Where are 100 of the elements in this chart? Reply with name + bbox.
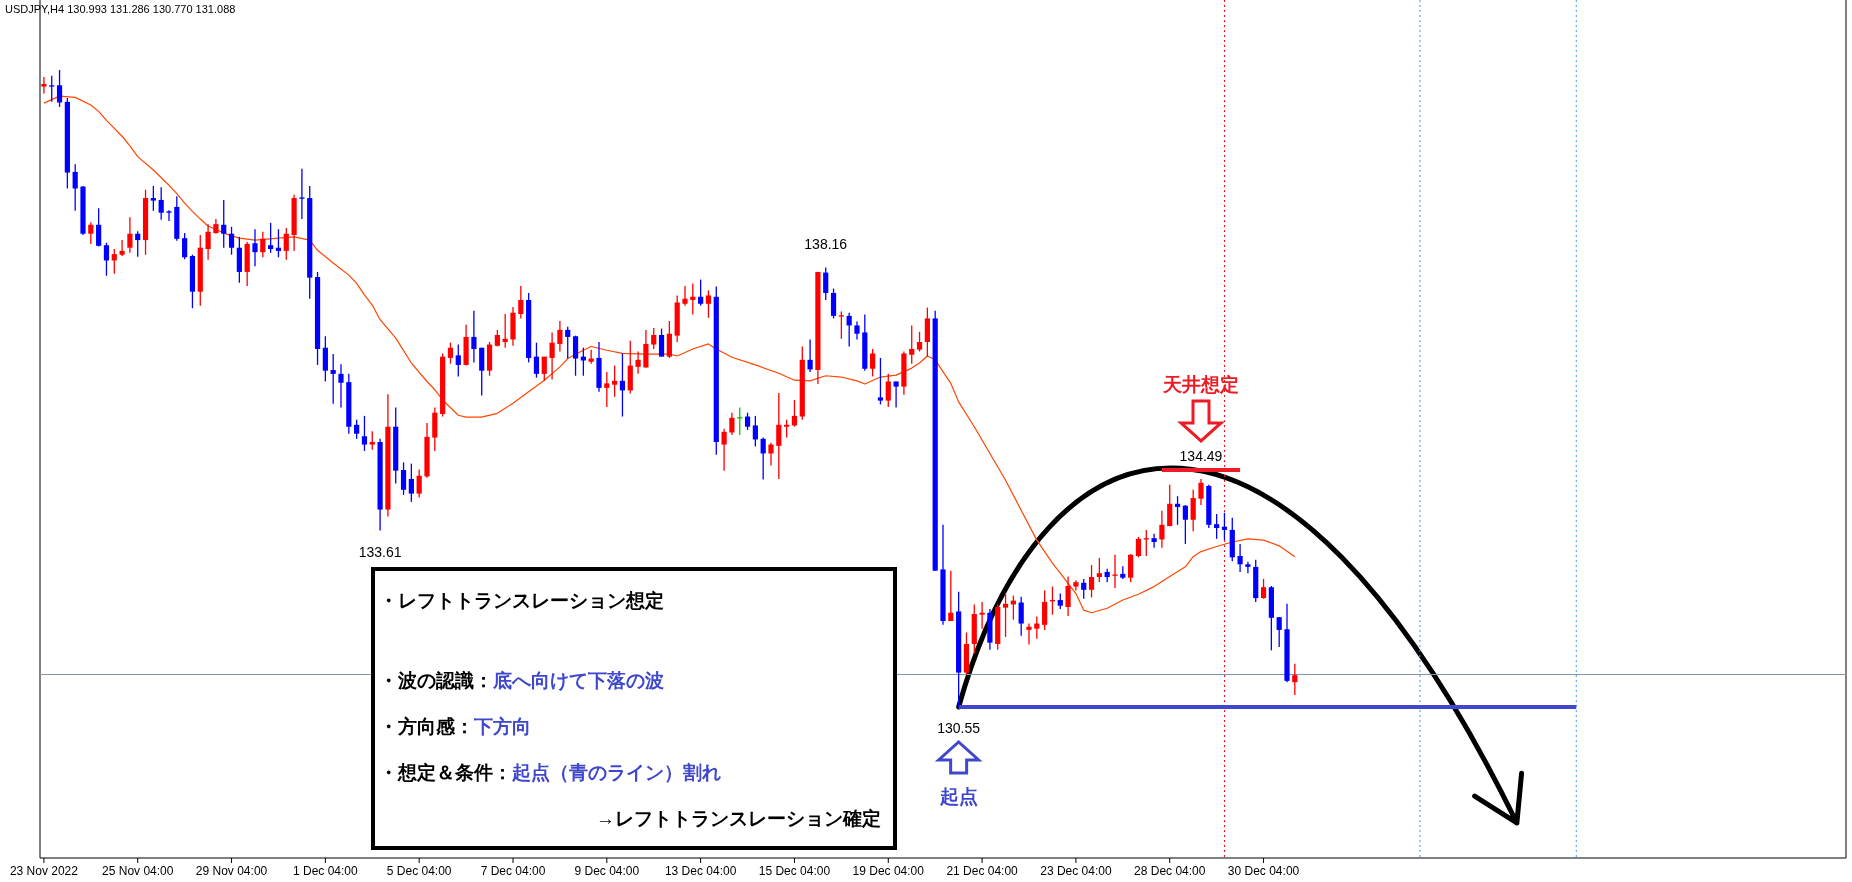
candlestick bbox=[979, 601, 985, 630]
annotation: ・レフトトランスレーション想定 bbox=[379, 590, 664, 611]
annotation: 130.55 bbox=[937, 720, 981, 736]
candlestick bbox=[698, 278, 704, 307]
candlestick bbox=[838, 310, 844, 340]
candlestick bbox=[533, 341, 540, 379]
candlestick bbox=[1065, 575, 1071, 617]
candlestick bbox=[96, 207, 102, 248]
candlestick bbox=[49, 75, 55, 103]
candlestick bbox=[1018, 596, 1024, 637]
candlestick bbox=[572, 334, 579, 377]
candlestick bbox=[158, 186, 164, 221]
x-tick-label: 1 Dec 04:00 bbox=[293, 864, 359, 878]
candlestick bbox=[182, 232, 188, 260]
candlestick bbox=[1135, 536, 1142, 558]
candlestick bbox=[221, 199, 227, 249]
candlestick bbox=[56, 69, 63, 108]
text: →レフトトランスレーション確定 bbox=[596, 808, 881, 829]
candlestick bbox=[658, 327, 665, 358]
candlestick bbox=[1214, 513, 1220, 540]
candlestick bbox=[479, 347, 485, 397]
candlestick bbox=[135, 230, 141, 258]
candlestick bbox=[41, 76, 47, 95]
candlestick bbox=[705, 289, 712, 319]
candlestick bbox=[228, 226, 235, 256]
candlestick bbox=[916, 331, 923, 353]
candlestick bbox=[455, 343, 461, 378]
candlestick bbox=[619, 352, 626, 418]
candlestick bbox=[400, 461, 407, 496]
candlestick bbox=[870, 348, 876, 378]
annotation: 134.49 bbox=[1179, 447, 1223, 464]
candlestick bbox=[1260, 578, 1267, 600]
text: 起点 bbox=[938, 786, 978, 807]
candlestick bbox=[612, 364, 618, 398]
candlestick bbox=[1002, 592, 1009, 638]
candlestick bbox=[369, 430, 375, 451]
candlestick bbox=[909, 324, 915, 365]
x-tick-label: 23 Dec 04:00 bbox=[1040, 864, 1112, 878]
candlestick bbox=[88, 221, 94, 245]
candlestick bbox=[268, 222, 274, 254]
candlestick bbox=[1182, 504, 1188, 545]
candlestick bbox=[549, 331, 555, 381]
candlestick bbox=[776, 392, 782, 480]
candlestick bbox=[846, 312, 852, 348]
candlestick bbox=[518, 285, 524, 320]
candlestick bbox=[119, 239, 125, 257]
candlestick bbox=[252, 228, 258, 267]
candlestick bbox=[205, 223, 211, 261]
x-tick-label: 13 Dec 04:00 bbox=[664, 864, 737, 878]
candlestick bbox=[768, 441, 774, 467]
candlestick bbox=[1042, 589, 1048, 631]
candlestick bbox=[166, 209, 172, 222]
x-tick-label: 19 Dec 04:00 bbox=[852, 864, 925, 878]
x-tick-label: 23 Nov 2022 bbox=[9, 864, 79, 878]
candlestick bbox=[1190, 489, 1196, 532]
candlestick bbox=[893, 380, 899, 409]
x-tick-label: 9 Dec 04:00 bbox=[574, 864, 640, 878]
candlestick bbox=[666, 320, 672, 359]
candlestick bbox=[877, 357, 884, 406]
candlestick bbox=[651, 327, 657, 350]
candlestick bbox=[72, 163, 78, 212]
candlestick bbox=[354, 419, 360, 440]
candlestick bbox=[471, 310, 477, 364]
text: ・方向感：下方向 bbox=[379, 716, 531, 737]
x-tick-label: 28 Dec 04:00 bbox=[1134, 864, 1206, 878]
candlestick bbox=[338, 363, 344, 409]
annotation: 天井想定 bbox=[1162, 373, 1239, 395]
candlestick bbox=[635, 350, 641, 375]
candlestick bbox=[1198, 478, 1204, 506]
candlestick bbox=[948, 570, 954, 622]
candlestick bbox=[924, 306, 930, 358]
candlestick bbox=[643, 329, 649, 369]
candlestick bbox=[721, 427, 727, 472]
candlestick bbox=[299, 168, 305, 220]
candlestick bbox=[541, 356, 547, 382]
annotation: 138.16 bbox=[804, 236, 848, 253]
candlestick bbox=[150, 185, 156, 212]
x-tick-label: 25 Nov 04:00 bbox=[102, 864, 174, 878]
annotation: 133.61 bbox=[358, 543, 402, 560]
candlestick bbox=[729, 412, 735, 436]
x-tick-label: 15 Dec 04:00 bbox=[758, 864, 831, 878]
candlestick bbox=[103, 241, 110, 277]
candlestick bbox=[1237, 543, 1243, 573]
candlestick bbox=[1159, 510, 1165, 549]
candlestick bbox=[1128, 553, 1134, 583]
candlestick bbox=[823, 266, 829, 301]
text: ・想定＆条件：起点（青のライン）割れ bbox=[379, 762, 721, 783]
candlestick bbox=[1167, 484, 1173, 527]
candlestick bbox=[885, 373, 891, 408]
x-tick-label: 30 Dec 04:00 bbox=[1227, 864, 1300, 878]
candlestick bbox=[416, 468, 422, 499]
chart-title: USDJPY,H4 130.993 131.286 130.770 131.088 bbox=[5, 3, 236, 15]
candlestick bbox=[1096, 557, 1102, 583]
candlestick bbox=[830, 287, 837, 320]
candlestick bbox=[565, 326, 571, 360]
candlestick bbox=[1088, 564, 1095, 599]
candlestick bbox=[791, 399, 798, 428]
candlestick bbox=[111, 248, 117, 275]
candlestick bbox=[1034, 615, 1040, 640]
x-tick-label: 7 Dec 04:00 bbox=[480, 864, 546, 878]
